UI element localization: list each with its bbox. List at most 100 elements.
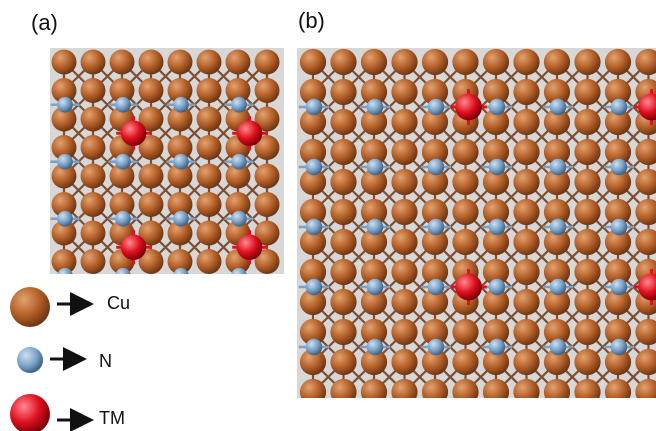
n-atom xyxy=(57,267,73,274)
cu-atom xyxy=(574,168,601,196)
n-atom xyxy=(57,96,73,113)
tm-atoms xyxy=(450,89,656,305)
cu-atom xyxy=(574,138,601,166)
cu-atom xyxy=(51,163,77,189)
cu-atom xyxy=(482,108,510,136)
cu-atom-sphere-icon xyxy=(10,287,50,327)
n-atoms xyxy=(50,96,254,274)
n-atom xyxy=(549,338,567,356)
n-atom xyxy=(610,158,628,176)
n-atom xyxy=(549,158,567,176)
cu-atom xyxy=(196,163,222,189)
cu-atom xyxy=(421,318,449,346)
cu-atom xyxy=(482,78,510,106)
cu-atom xyxy=(635,228,656,256)
cu-atom xyxy=(360,378,388,398)
n-atom xyxy=(115,267,131,274)
n-atom xyxy=(305,218,323,236)
cu-atom xyxy=(635,48,656,76)
cu-atom xyxy=(330,198,357,226)
cu-atom xyxy=(80,135,106,160)
cu-atom xyxy=(452,168,479,196)
cu-atom xyxy=(513,318,540,346)
legend-graphics xyxy=(10,287,94,431)
n-atom xyxy=(115,96,131,113)
cu-atom xyxy=(513,228,540,256)
cu-atom xyxy=(330,258,357,286)
cu-atom xyxy=(421,228,449,256)
cu-atom xyxy=(299,228,327,256)
cu-atom xyxy=(513,348,540,376)
cu-atom xyxy=(196,106,222,132)
cu-atom xyxy=(391,228,418,256)
cu-atom xyxy=(196,135,222,160)
cu-atom xyxy=(330,108,357,136)
cu-atom xyxy=(167,49,193,75)
cu-atom xyxy=(330,228,357,256)
cu-atom xyxy=(391,258,418,286)
cu-atom xyxy=(543,228,571,256)
cu-atom xyxy=(330,138,357,166)
cu-atom xyxy=(225,192,251,217)
cu-atom xyxy=(543,108,571,136)
cu-atom xyxy=(138,249,164,274)
cu-atom xyxy=(80,163,106,189)
cu-atom xyxy=(391,48,418,76)
cu-atom xyxy=(421,198,449,226)
cu-atom xyxy=(254,135,280,160)
n-atom xyxy=(231,267,247,274)
cu-atom xyxy=(360,198,388,226)
cu-atom xyxy=(391,78,418,106)
cu-atom xyxy=(543,168,571,196)
cu-atom xyxy=(80,106,106,132)
cu-atom xyxy=(299,378,327,398)
n-atom-sphere-icon xyxy=(17,347,43,373)
cu-atom xyxy=(604,198,632,226)
cu-atom xyxy=(574,108,601,136)
tm-atoms xyxy=(116,116,267,265)
cu-atom xyxy=(167,106,193,132)
cu-atom xyxy=(167,163,193,189)
n-atom xyxy=(366,158,384,176)
cu-atom xyxy=(196,49,222,75)
cu-atom xyxy=(452,318,479,346)
cu-atom xyxy=(196,220,222,246)
cu-atom xyxy=(330,378,357,398)
cu-atom xyxy=(360,348,388,376)
legend-cu-label: Cu xyxy=(107,293,131,313)
cu-atoms xyxy=(299,48,656,398)
cu-atom xyxy=(360,108,388,136)
cu-atom xyxy=(513,78,540,106)
n-atom xyxy=(115,153,131,170)
cu-atom xyxy=(452,228,479,256)
cu-atom xyxy=(254,78,280,103)
n-atom xyxy=(305,98,323,116)
n-atom xyxy=(549,218,567,236)
cu-atom xyxy=(604,318,632,346)
cu-atom xyxy=(109,49,135,75)
cu-atom xyxy=(138,163,164,189)
cu-atom xyxy=(254,192,280,217)
cu-atom xyxy=(421,108,449,136)
cu-atom xyxy=(167,135,193,160)
cu-atom xyxy=(574,228,601,256)
cu-atom xyxy=(574,378,601,398)
cu-atom xyxy=(574,258,601,286)
cu-atom xyxy=(543,78,571,106)
cu-atom xyxy=(543,348,571,376)
n-atom xyxy=(173,210,189,227)
n-atom xyxy=(488,218,506,236)
cu-atom xyxy=(421,48,449,76)
n-atom xyxy=(57,210,73,227)
cu-atom xyxy=(574,198,601,226)
cu-atom xyxy=(254,220,280,246)
cu-atom xyxy=(360,318,388,346)
n-atom xyxy=(488,98,506,116)
cu-atom xyxy=(391,138,418,166)
cu-atom xyxy=(167,249,193,274)
cu-atom xyxy=(51,192,77,217)
cu-atom xyxy=(391,108,418,136)
cu-atom xyxy=(513,198,540,226)
cu-atom xyxy=(574,78,601,106)
cu-atom xyxy=(482,288,510,316)
